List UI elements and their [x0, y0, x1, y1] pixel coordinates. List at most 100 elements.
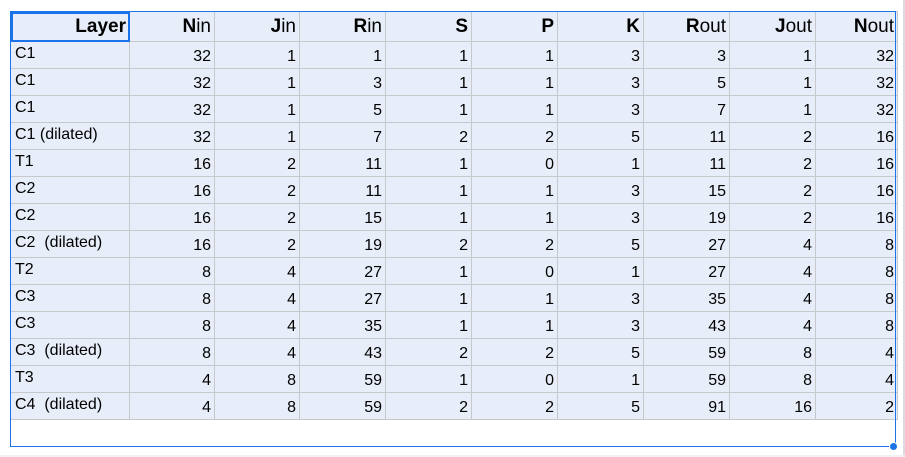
cell-s[interactable]: 2 — [385, 392, 472, 420]
cell-p[interactable]: 1 — [471, 311, 558, 339]
cell-p[interactable]: 1 — [471, 68, 558, 96]
cell-r-out[interactable]: 3 — [643, 41, 730, 69]
cell-s[interactable]: 1 — [385, 365, 472, 393]
cell-n-out[interactable]: 4 — [815, 338, 898, 366]
cell-n-in[interactable]: 32 — [129, 41, 215, 69]
cell-r-out[interactable]: 27 — [643, 230, 730, 258]
cell-r-in[interactable]: 59 — [299, 392, 386, 420]
cell-n-out[interactable]: 8 — [815, 311, 898, 339]
cell-k[interactable]: 1 — [557, 149, 644, 177]
cell-r-in[interactable]: 3 — [299, 68, 386, 96]
header-cell-r-in[interactable]: Rin — [299, 11, 386, 42]
cell-s[interactable]: 1 — [385, 257, 472, 285]
cell-layer[interactable]: C1 — [10, 68, 130, 96]
cell-n-in[interactable]: 4 — [129, 392, 215, 420]
cell-layer[interactable]: C3 — [10, 311, 130, 339]
cell-layer[interactable]: C2 — [10, 176, 130, 204]
header-cell-s[interactable]: S — [385, 11, 472, 42]
cell-p[interactable]: 1 — [471, 95, 558, 123]
cell-k[interactable]: 3 — [557, 68, 644, 96]
cell-n-in[interactable]: 8 — [129, 311, 215, 339]
header-cell-j-out[interactable]: Jout — [729, 11, 816, 42]
cell-j-in[interactable]: 1 — [214, 122, 300, 150]
cell-j-out[interactable]: 1 — [729, 95, 816, 123]
cell-r-out[interactable]: 27 — [643, 257, 730, 285]
cell-layer[interactable]: T2 — [10, 257, 130, 285]
cell-n-out[interactable]: 16 — [815, 149, 898, 177]
cell-n-out[interactable]: 2 — [815, 392, 898, 420]
cell-n-in[interactable]: 8 — [129, 338, 215, 366]
cell-p[interactable]: 2 — [471, 392, 558, 420]
header-cell-k[interactable]: K — [557, 11, 644, 42]
cell-j-in[interactable]: 2 — [214, 176, 300, 204]
cell-n-in[interactable]: 4 — [129, 365, 215, 393]
cell-r-in[interactable]: 43 — [299, 338, 386, 366]
cell-s[interactable]: 2 — [385, 338, 472, 366]
cell-j-in[interactable]: 4 — [214, 284, 300, 312]
cell-n-out[interactable]: 8 — [815, 284, 898, 312]
cell-j-out[interactable]: 8 — [729, 365, 816, 393]
cell-j-in[interactable]: 1 — [214, 41, 300, 69]
cell-s[interactable]: 1 — [385, 284, 472, 312]
cell-r-out[interactable]: 15 — [643, 176, 730, 204]
cell-r-out[interactable]: 43 — [643, 311, 730, 339]
cell-j-out[interactable]: 4 — [729, 257, 816, 285]
cell-r-out[interactable]: 19 — [643, 203, 730, 231]
cell-p[interactable]: 0 — [471, 365, 558, 393]
cell-j-out[interactable]: 8 — [729, 338, 816, 366]
cell-s[interactable]: 1 — [385, 68, 472, 96]
cell-n-out[interactable]: 32 — [815, 41, 898, 69]
cell-r-in[interactable]: 19 — [299, 230, 386, 258]
header-cell-layer[interactable]: Layer — [10, 11, 130, 42]
cell-j-out[interactable]: 4 — [729, 284, 816, 312]
cell-n-in[interactable]: 8 — [129, 284, 215, 312]
cell-p[interactable]: 2 — [471, 338, 558, 366]
cell-j-in[interactable]: 4 — [214, 338, 300, 366]
cell-layer[interactable]: T3 — [10, 365, 130, 393]
cell-s[interactable]: 1 — [385, 149, 472, 177]
header-cell-n-in[interactable]: Nin — [129, 11, 215, 42]
cell-layer[interactable]: T1 — [10, 149, 130, 177]
cell-k[interactable]: 3 — [557, 203, 644, 231]
cell-r-in[interactable]: 1 — [299, 41, 386, 69]
cell-k[interactable]: 5 — [557, 230, 644, 258]
cell-p[interactable]: 1 — [471, 203, 558, 231]
cell-s[interactable]: 1 — [385, 176, 472, 204]
cell-layer[interactable]: C3 — [10, 284, 130, 312]
cell-r-out[interactable]: 35 — [643, 284, 730, 312]
cell-s[interactable]: 1 — [385, 203, 472, 231]
cell-k[interactable]: 3 — [557, 176, 644, 204]
cell-j-in[interactable]: 8 — [214, 365, 300, 393]
cell-k[interactable]: 5 — [557, 338, 644, 366]
cell-p[interactable]: 2 — [471, 230, 558, 258]
cell-n-in[interactable]: 16 — [129, 149, 215, 177]
cell-layer[interactable]: C2 (dilated) — [10, 230, 130, 258]
cell-n-in[interactable]: 16 — [129, 203, 215, 231]
cell-layer[interactable]: C2 — [10, 203, 130, 231]
cell-j-in[interactable]: 1 — [214, 95, 300, 123]
cell-j-out[interactable]: 2 — [729, 149, 816, 177]
cell-j-out[interactable]: 4 — [729, 311, 816, 339]
cell-j-out[interactable]: 2 — [729, 176, 816, 204]
cell-r-out[interactable]: 11 — [643, 149, 730, 177]
cell-r-in[interactable]: 7 — [299, 122, 386, 150]
cell-k[interactable]: 1 — [557, 365, 644, 393]
cell-k[interactable]: 3 — [557, 311, 644, 339]
cell-n-in[interactable]: 8 — [129, 257, 215, 285]
cell-n-in[interactable]: 16 — [129, 230, 215, 258]
cell-r-in[interactable]: 11 — [299, 176, 386, 204]
cell-n-out[interactable]: 16 — [815, 203, 898, 231]
cell-r-in[interactable]: 27 — [299, 257, 386, 285]
cell-n-in[interactable]: 32 — [129, 122, 215, 150]
cell-r-in[interactable]: 15 — [299, 203, 386, 231]
cell-r-in[interactable]: 27 — [299, 284, 386, 312]
cell-r-in[interactable]: 59 — [299, 365, 386, 393]
cell-n-out[interactable]: 32 — [815, 68, 898, 96]
cell-s[interactable]: 1 — [385, 311, 472, 339]
cell-n-in[interactable]: 32 — [129, 95, 215, 123]
cell-n-out[interactable]: 16 — [815, 176, 898, 204]
header-cell-n-out[interactable]: Nout — [815, 11, 898, 42]
cell-n-out[interactable]: 8 — [815, 257, 898, 285]
cell-k[interactable]: 3 — [557, 41, 644, 69]
cell-r-out[interactable]: 5 — [643, 68, 730, 96]
